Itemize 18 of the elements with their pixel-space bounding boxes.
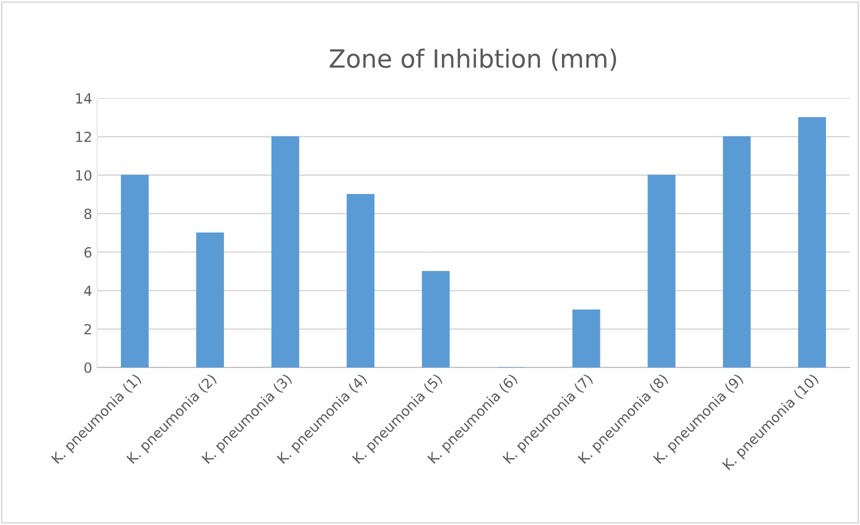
bar — [722, 136, 751, 368]
bar — [196, 232, 224, 368]
y-tick-label: 6 — [84, 247, 92, 258]
chart-title: Zone of Inhibtion (mm) — [330, 48, 616, 71]
y-tick-label: 14 — [76, 93, 92, 104]
bar — [271, 136, 300, 368]
y-tick-label: 8 — [84, 208, 92, 220]
y-tick-label: 12 — [76, 132, 91, 142]
y-tick-label: 2 — [84, 324, 91, 334]
y-tick-label: 0 — [84, 362, 92, 373]
bar — [422, 270, 450, 368]
bar — [346, 194, 374, 368]
bar — [120, 174, 149, 368]
y-tick-label: 4 — [84, 286, 92, 296]
bar — [648, 174, 676, 368]
y-tick-label: 10 — [76, 170, 92, 181]
bar — [798, 117, 826, 368]
bar — [572, 309, 600, 368]
